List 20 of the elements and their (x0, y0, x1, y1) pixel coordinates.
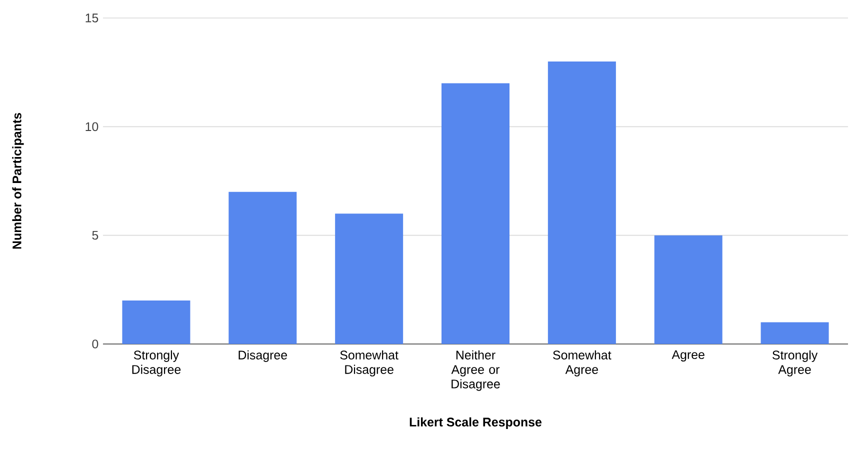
y-tick-label: 0 (92, 340, 98, 348)
x-axis-title: Likert Scale Response (410, 417, 542, 429)
y-axis-title: Number of Participants (12, 113, 24, 249)
bar (548, 61, 616, 344)
y-tick-label: 5 (92, 230, 98, 240)
x-tick-label: Disagree (238, 350, 287, 362)
x-tick-label: Strongly Disagree (132, 350, 181, 376)
x-tick-label: Somewhat Agree (553, 350, 612, 376)
bar (228, 192, 297, 344)
bar (442, 83, 510, 344)
bar (122, 300, 190, 344)
x-tick-label: Somewhat Disagree (340, 350, 398, 376)
x-tick-label: Strongly Agree (772, 350, 818, 376)
y-tick-label: 10 (86, 122, 98, 132)
bar (654, 235, 722, 344)
bar (335, 214, 404, 344)
x-tick-label: Neither Agree or Disagree (451, 350, 500, 391)
x-tick-label: Agree (672, 350, 704, 362)
bar (760, 322, 829, 344)
y-tick-label: 15 (86, 14, 98, 22)
